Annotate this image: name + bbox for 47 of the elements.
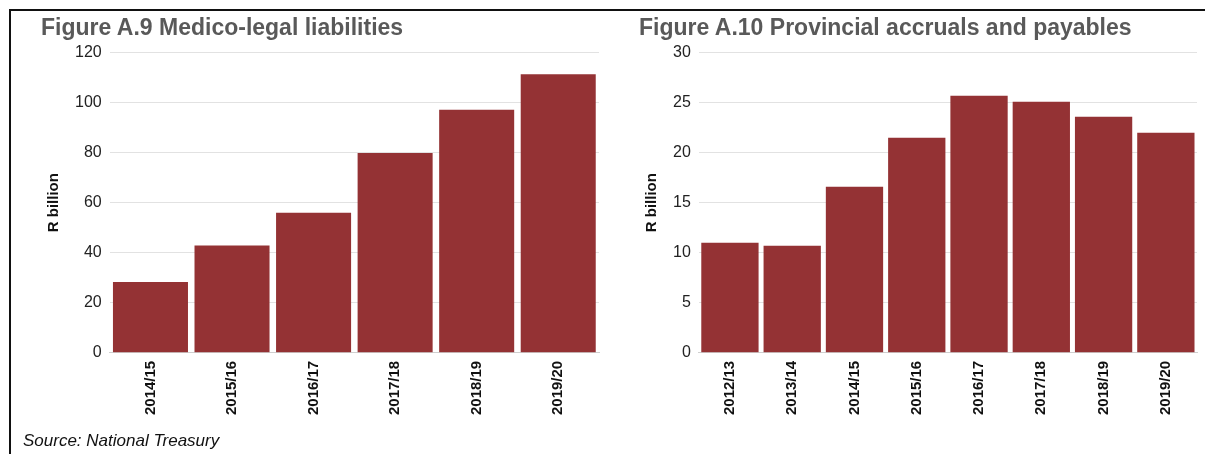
bar xyxy=(276,212,352,353)
y-tick-label: 25 xyxy=(673,93,691,111)
y-tick-label: 60 xyxy=(83,193,102,211)
y-tick-label: 10 xyxy=(673,243,691,261)
x-tick-label: 2019/20 xyxy=(1156,360,1173,416)
x-tick-label: 2012/13 xyxy=(720,360,738,416)
bar xyxy=(701,242,759,353)
x-tick-label: 2016/17 xyxy=(969,360,987,416)
bar xyxy=(1137,132,1195,353)
x-tick-label: 2016/17 xyxy=(303,360,321,416)
chart-title: Figure A.10 Provincial accruals and payables xyxy=(639,14,1132,41)
x-tick-label: 2019/20 xyxy=(548,360,566,416)
x-tick-label: 2014/15 xyxy=(844,360,862,416)
y-axis-title: R billion xyxy=(44,173,62,233)
x-tick-label: 2018/19 xyxy=(1093,360,1111,416)
bar xyxy=(194,245,270,353)
y-tick-label: 80 xyxy=(83,143,102,161)
x-tick-label: 2017/18 xyxy=(1031,360,1049,416)
bar xyxy=(439,109,515,353)
bar xyxy=(1074,116,1133,353)
source-note: Source: National Treasury xyxy=(23,431,220,451)
y-tick-label: 0 xyxy=(681,343,691,361)
bar xyxy=(1012,101,1070,353)
y-tick-label: 0 xyxy=(92,343,102,361)
y-tick-label: 40 xyxy=(83,243,102,261)
x-tick-label: 2015/16 xyxy=(222,360,240,416)
x-tick-label: 2015/16 xyxy=(906,360,924,416)
x-tick-label: 2013/14 xyxy=(782,360,800,416)
bar xyxy=(520,74,596,353)
y-tick-label: 120 xyxy=(74,43,102,61)
y-tick-label: 20 xyxy=(83,293,102,311)
x-tick-label: 2018/19 xyxy=(466,360,484,416)
y-tick-label: 20 xyxy=(673,143,691,161)
x-tick-label: 2017/18 xyxy=(385,360,403,416)
bar xyxy=(950,95,1008,353)
bar xyxy=(888,137,946,353)
bar xyxy=(825,186,884,353)
x-tick-label: 2014/15 xyxy=(140,360,158,416)
y-axis-title: R billion xyxy=(642,173,660,233)
y-tick-label: 30 xyxy=(673,43,691,61)
y-tick-label: 100 xyxy=(74,93,102,111)
y-tick-label: 15 xyxy=(673,193,691,211)
y-tick-label: 5 xyxy=(681,293,691,311)
bar xyxy=(357,152,433,353)
chart-title: Figure A.9 Medico-legal liabilities xyxy=(41,14,404,41)
bar xyxy=(763,245,821,353)
bar xyxy=(112,281,188,353)
